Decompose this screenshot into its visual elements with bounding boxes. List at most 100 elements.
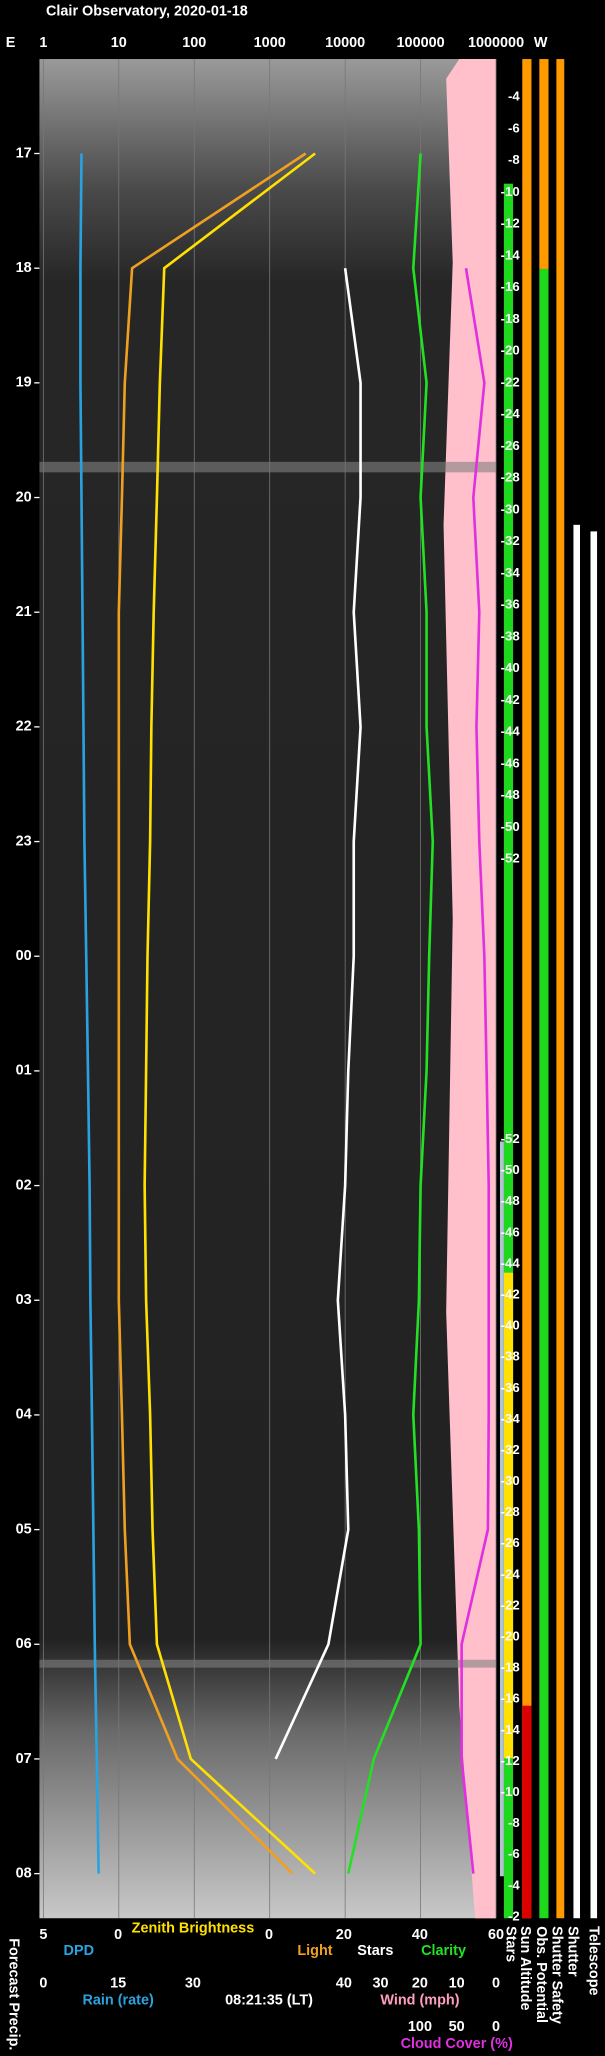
sun-altitude-label: -46: [501, 1224, 520, 1239]
sun-altitude-label: -26: [501, 438, 520, 453]
status-label: Stars: [503, 1926, 519, 1962]
sun-altitude-label: -30: [501, 1473, 520, 1488]
legend-entry: Clarity: [421, 1943, 466, 1959]
time-label: 02: [16, 1177, 32, 1193]
sun-altitude-label: -46: [501, 755, 520, 770]
time-label: 03: [16, 1292, 32, 1308]
time-label: 20: [16, 489, 32, 505]
time-label: 18: [16, 260, 32, 276]
bottom-tick-label: 100: [408, 2019, 432, 2035]
bottom-scale-label: Wind (mph): [380, 1993, 459, 2009]
telescope-strip: [590, 531, 598, 1919]
sun-altitude-label: -32: [501, 1442, 520, 1457]
west-label: W: [534, 35, 548, 51]
bottom-tick-label: 5: [39, 1927, 47, 1943]
sun-altitude-label: -44: [501, 724, 521, 739]
sun-altitude-label: -40: [501, 660, 520, 675]
x-tick-label: 100000: [397, 35, 445, 51]
time-label: 21: [16, 604, 32, 620]
bottom-tick-label: 0: [492, 1976, 500, 1992]
sun-altitude-label: -10: [501, 184, 520, 199]
sun-altitude-label: -42: [501, 1286, 520, 1301]
time-label: 17: [16, 145, 32, 161]
sun-altitude-label: -44: [501, 1255, 521, 1270]
sun-altitude-label: -26: [501, 1535, 520, 1550]
x-tick-label: 1000000: [468, 35, 524, 51]
bottom-tick-label: 50: [449, 2019, 465, 2035]
sun-altitude-label: -28: [501, 470, 520, 485]
glitch-band: [39, 461, 497, 473]
sun-altitude-label: -4: [508, 1877, 520, 1892]
status-label: Obs. Potential: [533, 1926, 549, 2023]
bottom-tick-label: 40: [412, 1927, 428, 1943]
bottom-tick-label: 40: [336, 1976, 352, 1992]
sun-altitude-label: -38: [501, 628, 520, 643]
sun-altitude-label: -14: [501, 247, 521, 262]
sun-altitude-label: -18: [501, 311, 520, 326]
time-label: 06: [16, 1636, 32, 1652]
sun-altitude-label: -12: [501, 216, 520, 231]
sun-altitude-label: -24: [501, 1566, 521, 1581]
x-tick-label: 1000: [254, 35, 286, 51]
stars-strip-warn: [503, 1272, 514, 1759]
bottom-tick-label: 0: [492, 2019, 500, 2035]
series-line: [346, 153, 435, 1874]
sun-altitude-label: -22: [501, 374, 520, 389]
sun-altitude-label: -20: [501, 1629, 520, 1644]
time-label: 08: [16, 1865, 32, 1881]
sun-altitude-label: -42: [501, 692, 520, 707]
bottom-tick-label: 60: [488, 1927, 504, 1943]
obs-potential-strip-red: [522, 1705, 532, 1919]
sun-altitude-label: -16: [501, 1691, 520, 1706]
sun-altitude-label: -52: [501, 851, 520, 866]
sun-altitude-label: -8: [508, 152, 520, 167]
time-label: 00: [16, 948, 32, 964]
sun-altitude-label: -48: [501, 787, 520, 802]
legend-entry: Light: [297, 1943, 332, 1959]
time-label: 22: [16, 719, 32, 735]
bottom-tick-label: 0: [265, 1927, 273, 1943]
legend-entry: Cloud Cover (%): [401, 2036, 513, 2052]
shutter-safety-strip: [539, 59, 549, 269]
status-label: Shutter Safety: [549, 1926, 565, 2024]
sun-altitude-label: -2: [508, 1908, 520, 1923]
east-label: E: [6, 35, 16, 51]
sun-altitude-label: -52: [501, 1131, 520, 1146]
shutter-strip: [556, 59, 565, 1919]
bottom-tick-label: 20: [336, 1927, 352, 1943]
x-tick-label: 10000: [325, 35, 365, 51]
stars-strip: [503, 183, 514, 1919]
bottom-tick-label: 30: [373, 1976, 389, 1992]
x-tick-label: 1: [39, 35, 47, 51]
sun-altitude-label: -4: [508, 89, 520, 104]
sun-altitude-label: -34: [501, 1411, 521, 1426]
status-label: Shutter: [564, 1926, 580, 1977]
sun-altitude-label: -32: [501, 533, 520, 548]
time-label: 23: [16, 833, 32, 849]
sun-altitude-label: -22: [501, 1597, 520, 1612]
telescope-strip: [573, 524, 581, 1919]
forecast-strip: [499, 1141, 504, 1877]
legend-entry: DPD: [64, 1943, 94, 1959]
sun-altitude-label: -24: [501, 406, 521, 421]
series-line: [274, 268, 362, 1760]
legend-entry: Stars: [357, 1943, 393, 1959]
sun-altitude-label: -14: [501, 1722, 521, 1737]
bottom-scale-label: Rain (rate): [82, 1993, 154, 2009]
sun-altitude-label: -16: [501, 279, 520, 294]
bottom-tick-label: 10: [449, 1976, 465, 1992]
timestamp: 08:21:35 (LT): [225, 1993, 313, 2009]
bottom-tick-label: 15: [110, 1976, 126, 1992]
chart-title: Clair Observatory, 2020-01-18: [46, 4, 248, 20]
time-label: 05: [16, 1521, 32, 1537]
sun-altitude-label: -36: [501, 1380, 520, 1395]
legend-entry: Zenith Brightness: [132, 1921, 255, 1937]
sun-altitude-label: -20: [501, 343, 520, 358]
sun-altitude-label: -38: [501, 1349, 520, 1364]
x-tick-label: 100: [182, 35, 206, 51]
obs-potential-strip: [522, 59, 532, 1919]
series-line: [143, 152, 317, 1875]
time-label: 07: [16, 1751, 32, 1767]
